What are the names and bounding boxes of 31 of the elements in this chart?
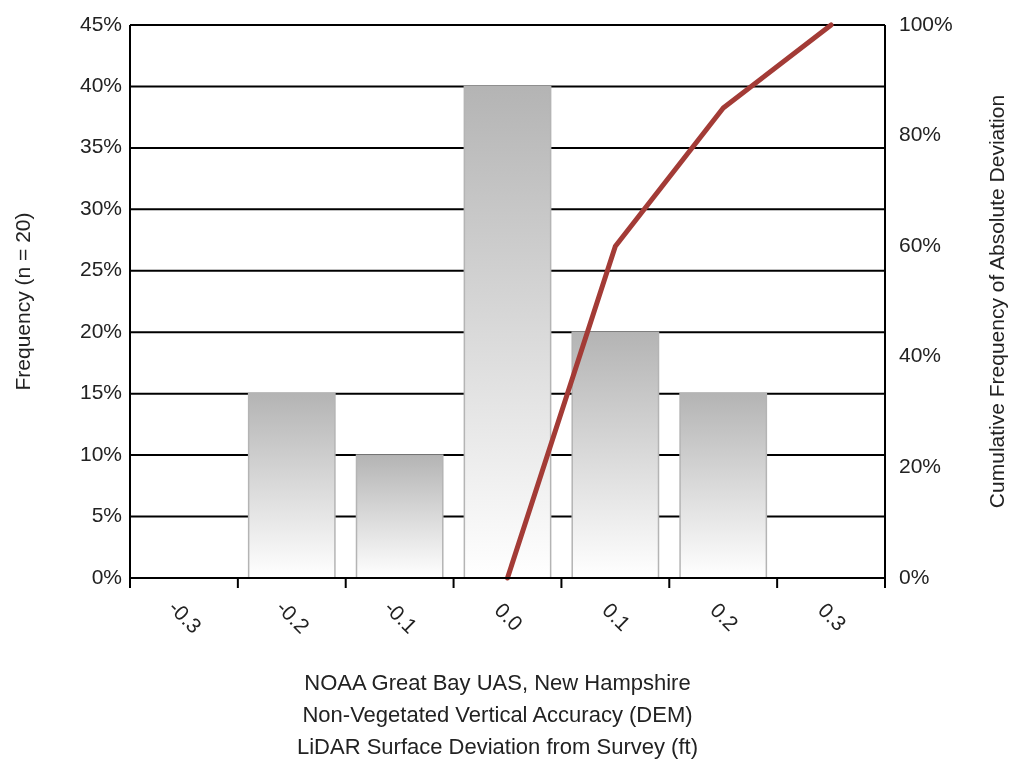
y2-tick-label: 60% <box>899 232 942 256</box>
y-tick-label: 5% <box>91 503 122 527</box>
y2-tick-label: 40% <box>899 343 942 367</box>
y-tick-label: 15% <box>79 380 122 404</box>
y2-tick-label: 20% <box>899 453 942 477</box>
y-axis-title: Frequency (n = 20) <box>10 212 34 391</box>
x-tick-label: -0.3 <box>164 595 207 638</box>
x-axis-title: NOAA Great Bay UAS, New Hampshire Non-Vegetated Vertical Accuracy (DEM) LiDAR Surface Deviation from Survey (ft) <box>296 670 699 759</box>
x-tick-label: 0.3 <box>814 598 851 636</box>
bar <box>247 392 336 579</box>
y-tick-label: 20% <box>79 318 122 342</box>
x-tick-label: 0.2 <box>706 598 744 636</box>
bar <box>679 392 768 579</box>
y-tick-label: 30% <box>79 195 122 219</box>
bar <box>571 331 660 579</box>
bar <box>463 85 552 579</box>
bar <box>355 454 444 579</box>
y-tick-label: 45% <box>79 11 122 35</box>
x-tick-label: -0.2 <box>272 595 315 638</box>
y-tick-label: 35% <box>79 134 122 158</box>
y-tick-label: 0% <box>91 564 122 588</box>
y2-tick-label: 0% <box>899 564 930 588</box>
x-tick-label: 0.0 <box>490 598 528 636</box>
y-tick-label: 10% <box>79 441 122 465</box>
y2-tick-label: 100% <box>899 11 953 35</box>
y2-tick-label: 80% <box>899 122 942 146</box>
y-tick-label: 25% <box>79 257 122 281</box>
y-tick-label: 40% <box>79 72 122 96</box>
x-tick-label: -0.1 <box>380 595 422 638</box>
x-tick-label: 0.1 <box>598 598 636 636</box>
y2-axis-title: Cumulative Frequency of Absolute Deviation <box>984 94 1008 509</box>
